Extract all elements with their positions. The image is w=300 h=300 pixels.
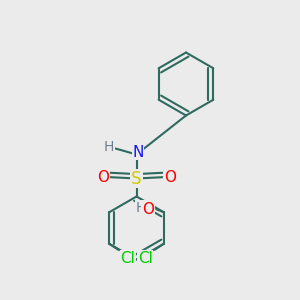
Text: O: O	[142, 202, 154, 217]
Text: O: O	[97, 169, 109, 184]
Text: N: N	[132, 145, 144, 160]
Text: O: O	[164, 169, 176, 184]
Text: H: H	[104, 140, 114, 154]
Text: S: S	[131, 169, 142, 188]
Text: Cl: Cl	[120, 251, 135, 266]
Text: Cl: Cl	[138, 251, 153, 266]
Text: H: H	[136, 201, 146, 215]
